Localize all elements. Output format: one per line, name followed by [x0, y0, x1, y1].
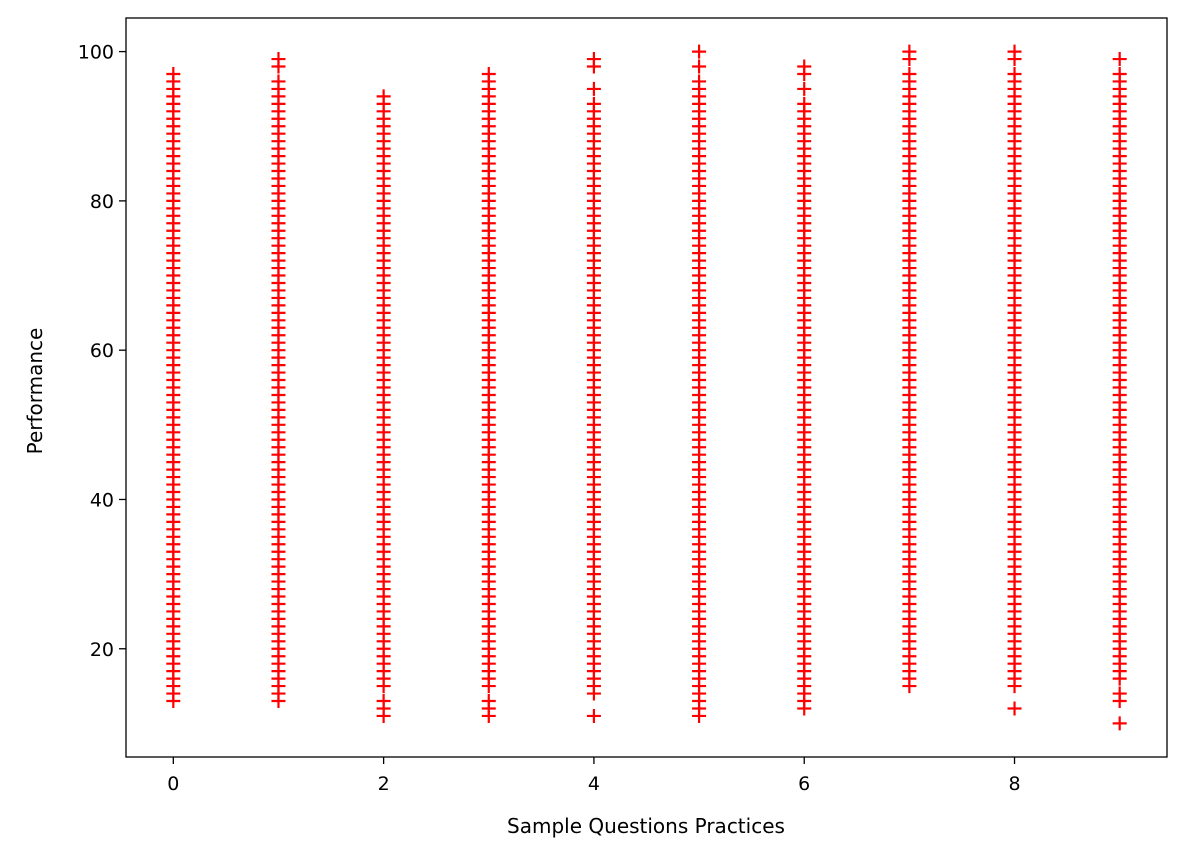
data-point	[1112, 66, 1127, 81]
data-point	[797, 81, 812, 96]
y-tick-label: 40	[90, 489, 114, 511]
data-point	[797, 59, 812, 74]
data-point	[692, 59, 707, 74]
data-point	[586, 81, 601, 96]
data-point	[1007, 66, 1022, 81]
x-axis-label: Sample Questions Practices	[507, 814, 785, 838]
data-point	[481, 66, 496, 81]
plot-frame	[125, 17, 1168, 758]
data-point	[271, 52, 286, 67]
x-tick-label: 8	[1008, 773, 1020, 795]
data-point	[692, 44, 707, 59]
data-point	[586, 708, 601, 723]
data-point	[902, 66, 917, 81]
y-tick-label: 80	[90, 191, 114, 213]
data-point	[586, 96, 601, 111]
x-tick-label: 0	[167, 773, 179, 795]
y-tick-label: 60	[90, 340, 114, 362]
data-point	[166, 66, 181, 81]
data-point	[376, 89, 391, 104]
data-point	[481, 694, 496, 709]
data-point	[1112, 52, 1127, 67]
y-tick-label: 20	[90, 639, 114, 661]
x-tick-label: 6	[798, 773, 810, 795]
data-point	[902, 44, 917, 59]
data-point	[1007, 44, 1022, 59]
y-tick-label: 100	[78, 42, 114, 64]
plot-area	[126, 18, 1167, 757]
x-axis: 0 2 4 6 8	[167, 757, 1021, 795]
data-point	[586, 52, 601, 67]
data-points	[166, 44, 1127, 731]
data-point	[1007, 701, 1022, 716]
data-point	[1112, 716, 1127, 731]
data-point	[797, 96, 812, 111]
x-tick-label: 2	[378, 773, 390, 795]
data-point	[1112, 686, 1127, 701]
data-point	[376, 694, 391, 709]
data-point	[271, 74, 286, 89]
data-point	[692, 74, 707, 89]
y-axis-label: Performance	[23, 328, 47, 455]
x-tick-label: 4	[588, 773, 600, 795]
y-axis: 20 40 60 80 100	[78, 42, 126, 661]
